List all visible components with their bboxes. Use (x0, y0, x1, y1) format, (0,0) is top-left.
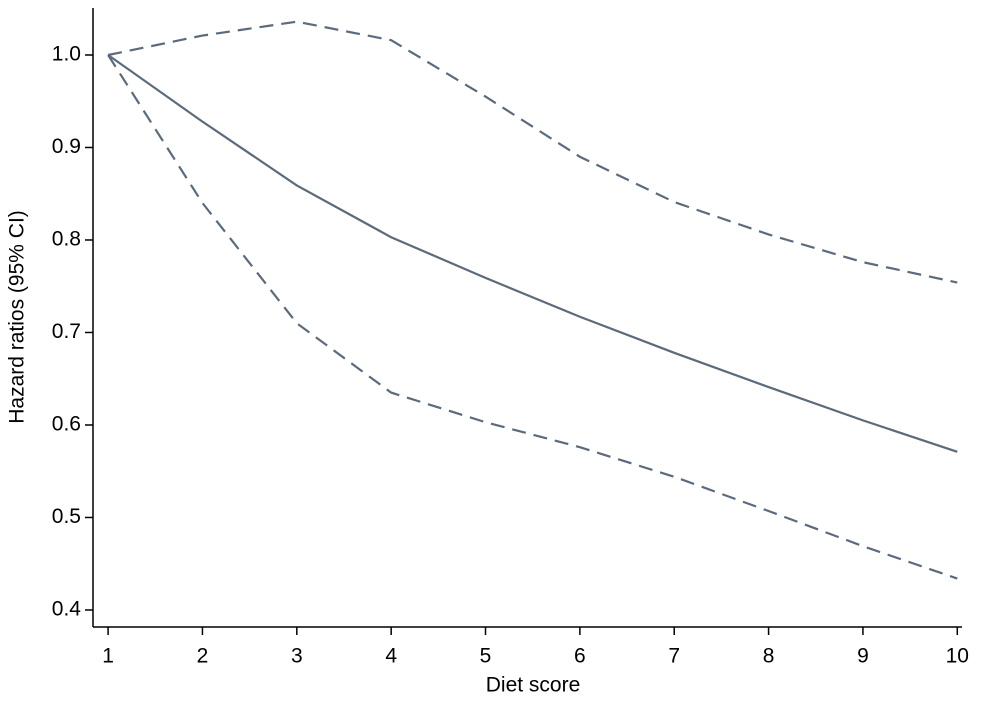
series-line (107, 54, 958, 453)
x-tick-label: 9 (857, 645, 869, 668)
y-tick-label: 0.4 (52, 598, 82, 621)
x-tick-label: 10 (946, 645, 969, 668)
x-tick-label: 7 (668, 645, 680, 668)
x-tick-label: 1 (102, 645, 114, 668)
y-tick-label: 0.7 (52, 320, 81, 343)
y-tick-label: 1.0 (52, 43, 81, 66)
x-tick-label: 3 (291, 645, 303, 668)
x-axis-title: Diet score (486, 674, 581, 697)
y-tick-label: 0.9 (52, 135, 81, 158)
x-tick-label: 8 (763, 645, 775, 668)
series-line (107, 20, 958, 284)
y-tick-label: 0.6 (52, 413, 81, 436)
y-tick-label: 0.8 (52, 228, 81, 251)
x-tick-label: 4 (385, 645, 397, 668)
x-tick-label: 2 (197, 645, 209, 668)
series-line (107, 54, 958, 580)
x-tick-label: 5 (480, 645, 492, 668)
x-tick-label: 6 (574, 645, 586, 668)
y-tick-label: 0.5 (52, 505, 81, 528)
y-axis-title: Hazard ratios (95% CI) (6, 210, 29, 424)
